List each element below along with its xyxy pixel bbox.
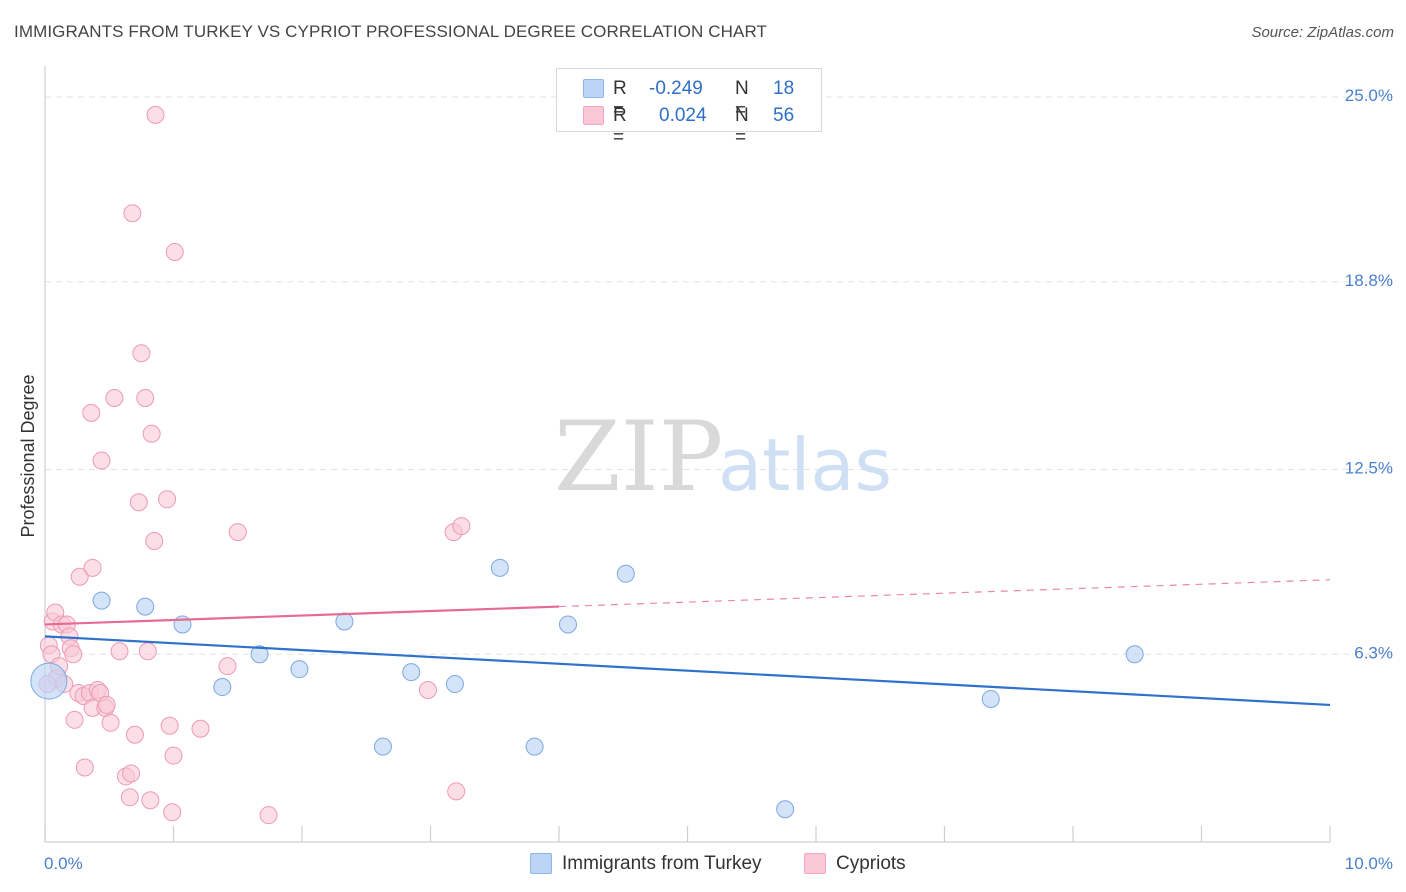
source-note: Source: ZipAtlas.com [1251, 24, 1394, 41]
data-point-cypriots [132, 344, 151, 363]
data-point-turkey [776, 800, 795, 819]
y-tick-label: 12.5% [1345, 459, 1393, 478]
data-point-cypriots [83, 558, 102, 577]
data-point-cypriots [141, 791, 160, 810]
data-point-cypriots [123, 204, 142, 223]
legend-swatch-cypriots [583, 106, 604, 125]
bottom-legend-label: Immigrants from Turkey [562, 853, 762, 874]
legend-r-value: 0.024 [659, 105, 707, 126]
watermark-zip: ZIP [554, 401, 723, 513]
bottom-legend-swatch-cypriots [804, 853, 826, 874]
correlation-legend: R = -0.249 N = 18 R = 0.024 N = 56 [556, 68, 822, 148]
data-point-cypriots [191, 719, 210, 738]
trend-lines [44, 579, 1331, 707]
data-point-turkey [136, 597, 155, 616]
bottom-legend-swatch-turkey [530, 853, 552, 874]
data-point-cypriots [110, 642, 129, 661]
data-point-cypriots [92, 451, 111, 470]
data-point-cypriots [160, 716, 179, 735]
data-point-cypriots [122, 764, 141, 783]
data-point-cypriots [259, 806, 278, 825]
series-cypriots [38, 105, 471, 825]
data-point-cypriots [418, 681, 437, 700]
data-point-cypriots [105, 388, 124, 407]
bottom-legend-label: Cypriots [836, 853, 906, 874]
trend-line-cypriots [44, 605, 560, 626]
y-tick-label: 25.0% [1345, 86, 1393, 105]
legend-swatch-turkey [583, 79, 604, 98]
data-point-cypriots [138, 642, 157, 661]
data-point-cypriots [65, 710, 84, 729]
data-point-turkey [402, 663, 421, 682]
data-point-cypriots [452, 517, 471, 536]
data-point-cypriots [70, 567, 89, 586]
data-point-cypriots [447, 782, 466, 801]
data-point-turkey [525, 737, 544, 756]
data-point-turkey [616, 564, 635, 583]
data-point-turkey [290, 660, 309, 679]
y-axis-label: Professional Degree [18, 374, 38, 537]
data-point-turkey [373, 737, 392, 756]
data-point-cypriots [64, 645, 83, 664]
chart-title: IMMIGRANTS FROM TURKEY VS CYPRIOT PROFES… [14, 22, 768, 41]
data-point-turkey [92, 591, 111, 610]
data-point-cypriots [125, 725, 144, 744]
data-point-turkey [335, 612, 354, 631]
data-point-cypriots [164, 746, 183, 765]
data-point-turkey [490, 558, 509, 577]
data-point-cypriots [145, 532, 164, 551]
axes [44, 66, 1331, 843]
legend-r-label: R = [613, 105, 627, 148]
trend-line-cypriots-extension [558, 579, 1331, 608]
x-tick-label: 0.0% [44, 854, 83, 873]
data-point-turkey [981, 689, 1000, 708]
x-tick-labels: 0.0% 10.0% [44, 854, 1393, 873]
data-point-cypriots [120, 788, 139, 807]
legend-r-value: -0.249 [649, 78, 703, 99]
data-point-cypriots [142, 424, 161, 443]
legend-n-label: N = [735, 105, 749, 148]
x-tick-label: 10.0% [1345, 854, 1393, 873]
data-point-cypriots [228, 523, 247, 542]
data-point-cypriots [146, 105, 165, 124]
data-point-cypriots [129, 493, 148, 512]
grid-lines [45, 96, 1392, 655]
data-point-turkey [213, 678, 232, 697]
watermark-atlas: atlas [718, 423, 892, 507]
data-point-cypriots [218, 657, 237, 676]
data-point-cypriots [136, 388, 155, 407]
data-point-turkey [445, 675, 464, 694]
data-point-turkey [30, 662, 68, 700]
data-point-cypriots [165, 242, 184, 261]
y-tick-labels: 6.3% 12.5% 18.8% 25.0% [1345, 86, 1393, 662]
y-tick-label: 18.8% [1345, 271, 1393, 290]
data-point-turkey [1125, 645, 1144, 664]
legend-n-value: 56 [773, 105, 795, 126]
legend-r-label: R = [613, 78, 627, 121]
data-point-turkey [250, 645, 269, 664]
data-point-cypriots [101, 713, 120, 732]
data-point-cypriots [158, 490, 177, 509]
watermark: ZIP atlas [554, 401, 892, 513]
legend-n-label: N = [735, 78, 749, 121]
legend-n-value: 18 [773, 78, 795, 99]
trend-line-turkey [44, 635, 1331, 707]
data-point-cypriots [97, 695, 116, 714]
y-tick-label: 6.3% [1354, 643, 1393, 662]
data-point-cypriots [75, 758, 94, 777]
series-immigrants-from-turkey [30, 558, 1144, 819]
data-point-cypriots [163, 803, 182, 822]
data-point-cypriots [82, 403, 101, 422]
data-point-turkey [558, 615, 577, 634]
